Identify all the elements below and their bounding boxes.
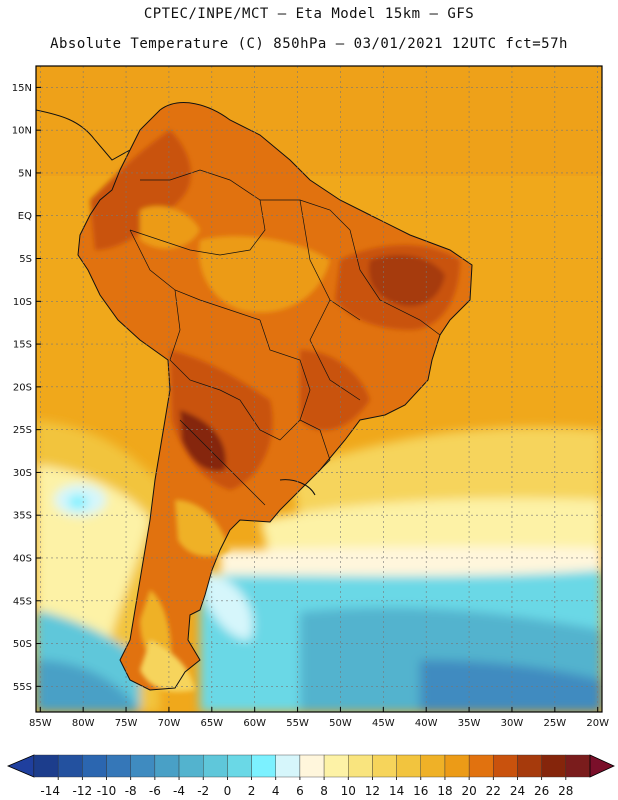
colorbar-swatch [130, 754, 156, 778]
grid-lines [36, 66, 602, 712]
plot-frame [35, 65, 603, 713]
colorbar: -14 -12 -10 -8 -6 -4 -2 0 2 4 6 8 10 12 14 16 18 20 22 24 26… [6, 754, 615, 798]
colorbar-swatch [517, 754, 542, 778]
colorbar-swatch [468, 754, 494, 778]
colorbar-label: 20 [461, 784, 476, 798]
latitude-axis: 15N 10N 5N EQ 5S 10S 15S 20S 25S 30S 35S 40S 45S 50S 5… [12, 83, 41, 693]
lon-label: 85W [29, 718, 52, 729]
coast-cold-patch [205, 570, 253, 640]
colorbar-label: 4 [272, 784, 280, 798]
lat-label: EQ [18, 211, 32, 222]
colorbar-label: -6 [149, 784, 161, 798]
north-ocean-band [36, 66, 602, 176]
colorbar-under-arrow [6, 754, 35, 778]
colorbar-swatch [493, 754, 518, 778]
colorbar-swatch [203, 754, 228, 778]
colorbar-label: 26 [534, 784, 549, 798]
lat-label: 15S [13, 340, 32, 351]
colorbar-label: 16 [413, 784, 428, 798]
lon-label: 75W [115, 718, 138, 729]
lat-label: 10S [13, 297, 32, 308]
colorbar-swatch [106, 754, 131, 778]
colorbar-swatch [57, 754, 83, 778]
lon-label: 70W [158, 718, 181, 729]
lon-label: 30W [501, 718, 524, 729]
colorbar-label: 10 [341, 784, 356, 798]
chaco-hot-core [180, 410, 226, 471]
colorbar-label: 6 [296, 784, 304, 798]
colorbar-swatch [372, 754, 397, 778]
colorbar-swatch [348, 754, 373, 778]
atlantic-band-1 [290, 427, 602, 520]
lat-label: 10N [12, 126, 32, 137]
country-borders [129, 169, 441, 506]
title-line-1: CPTEC/INPE/MCT – Eta Model 15km – GFS [143, 6, 475, 22]
colorbar-label: 12 [365, 784, 380, 798]
lat-label: 40S [13, 553, 32, 564]
southeast-brazil-hot-zone [300, 350, 370, 431]
lon-label: 20W [586, 718, 609, 729]
colorbar-label: 14 [389, 784, 404, 798]
colorbar-label: 2 [248, 784, 256, 798]
lat-label: 20S [13, 382, 32, 393]
lon-label: 25W [544, 718, 567, 729]
lat-label: 25S [13, 425, 32, 436]
lat-label: 15N [12, 83, 32, 94]
colorbar-label: 8 [320, 784, 328, 798]
atlantic-band-2 [260, 498, 602, 563]
lat-label: 30S [13, 468, 32, 479]
colorbar-label: -4 [173, 784, 185, 798]
colorbar-swatch [541, 754, 567, 778]
colorbar-label: 22 [486, 784, 501, 798]
patagonia-warm-zone [175, 500, 230, 557]
central-amazon-zone [199, 236, 330, 313]
lon-label: 40W [415, 718, 438, 729]
colorbar-label: 18 [437, 784, 452, 798]
lat-label: 5S [19, 254, 32, 265]
colorbar-swatch [396, 754, 421, 778]
lat-label: 55S [13, 682, 32, 693]
colorbar-swatch [299, 754, 325, 778]
lon-label: 35W [458, 718, 481, 729]
lat-label: 50S [13, 639, 32, 650]
andes-north-hot-zone [90, 130, 191, 250]
lon-label: 50W [329, 718, 352, 729]
colorbar-over-arrow [589, 754, 615, 778]
far-southeast-band [420, 660, 602, 712]
lat-label: 45S [13, 596, 32, 607]
colorbar-swatch [251, 754, 276, 778]
cold-patch-core [68, 495, 88, 509]
lon-label: 60W [243, 718, 266, 729]
colorbar-label: 28 [558, 784, 573, 798]
colorbar-swatch [227, 754, 252, 778]
lon-label: 80W [72, 718, 95, 729]
lon-label: 45W [372, 718, 395, 729]
colorbar-label: -2 [197, 784, 209, 798]
colorbar-swatch [82, 754, 107, 778]
lon-label: 65W [200, 718, 223, 729]
colorbar-swatch [178, 754, 204, 778]
coastline [36, 102, 473, 691]
colorbar-swatch [323, 754, 349, 778]
colorbar-swatch [275, 754, 301, 778]
lat-label: 5N [18, 168, 32, 179]
colorbar-label: 0 [224, 784, 232, 798]
longitude-axis: 85W 80W 75W 70W 65W 60W 55W 50W 45W 40W 35W 30W 25W 2… [29, 707, 609, 729]
colorbar-swatch [154, 754, 180, 778]
colorbar-label: -8 [125, 784, 137, 798]
lon-label: 55W [286, 718, 309, 729]
colorbar-label: 24 [510, 784, 525, 798]
far-southwest-band [36, 660, 140, 712]
colorbar-swatch [33, 754, 59, 778]
colorbar-label: -10 [97, 784, 117, 798]
colorbar-label: -14 [40, 784, 60, 798]
colorbar-label: -12 [73, 784, 93, 798]
colorbar-swatch [420, 754, 446, 778]
colorbar-swatch [565, 754, 591, 778]
lat-label: 35S [13, 511, 32, 522]
colorbar-swatch [444, 754, 470, 778]
temperature-field [36, 66, 602, 712]
title-line-2: Absolute Temperature (C) 850hPa – 03/01/… [50, 36, 568, 52]
